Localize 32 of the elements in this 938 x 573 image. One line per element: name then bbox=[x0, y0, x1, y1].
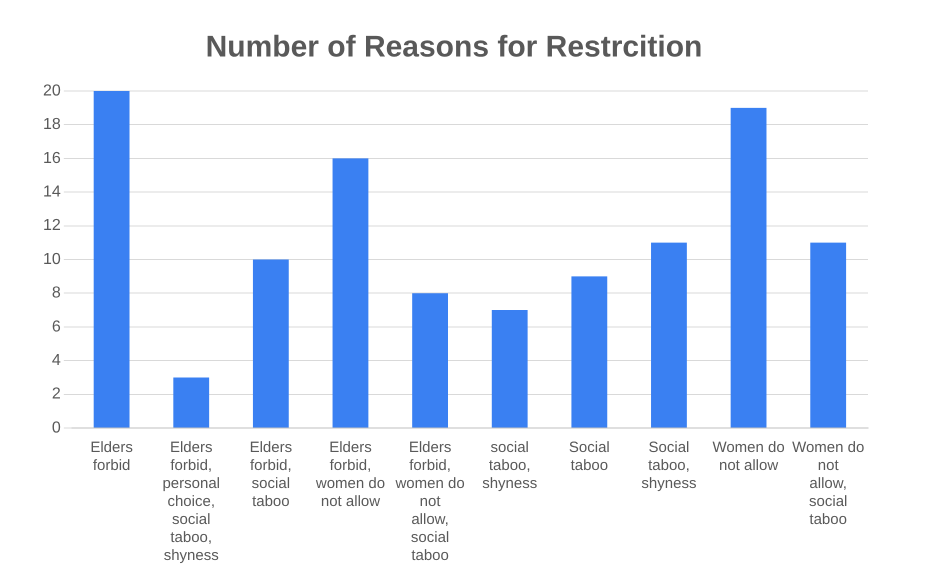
bar bbox=[94, 91, 130, 428]
y-tick-label: 2 bbox=[52, 386, 61, 403]
chart-title: Number of Reasons for Restrcition bbox=[206, 30, 702, 64]
bar bbox=[492, 310, 528, 428]
bar bbox=[730, 108, 766, 428]
bar bbox=[173, 377, 210, 428]
x-tick-label: Elders forbid, social taboo bbox=[250, 439, 292, 510]
y-tick-label: 16 bbox=[43, 150, 61, 167]
x-tick-label: Women do not allow bbox=[712, 439, 785, 474]
y-tick-label: 14 bbox=[43, 184, 61, 201]
x-tick-label: Elders forbid, women do not allow, social taboo bbox=[394, 439, 465, 564]
x-tick-label: Social taboo bbox=[568, 439, 610, 474]
y-tick-label: 6 bbox=[52, 318, 61, 336]
y-tick-label: 8 bbox=[52, 284, 61, 302]
y-tick-label: 12 bbox=[43, 217, 61, 234]
y-tick-label: 18 bbox=[43, 116, 61, 134]
x-tick-label: Elders forbid, personal choice, social taboo, shyness bbox=[162, 439, 220, 564]
x-tick-label: Social taboo, shyness bbox=[641, 439, 696, 492]
y-tick-label: 4 bbox=[52, 352, 61, 370]
y-tick-label: 10 bbox=[43, 250, 61, 268]
x-tick-label: social taboo, shyness bbox=[482, 439, 538, 492]
bar bbox=[810, 242, 846, 428]
bar bbox=[412, 293, 448, 428]
x-tick-label: Elders forbid bbox=[90, 439, 133, 474]
y-tick-label: 20 bbox=[43, 82, 61, 100]
bar bbox=[571, 276, 608, 428]
y-tick-label: 0 bbox=[52, 419, 61, 436]
bar bbox=[252, 260, 289, 428]
bar bbox=[332, 158, 368, 428]
bar bbox=[651, 242, 687, 428]
x-tick-label: Women do not allow, social taboo bbox=[792, 439, 864, 528]
x-tick-label: Elders forbid, women do not allow bbox=[314, 439, 386, 510]
